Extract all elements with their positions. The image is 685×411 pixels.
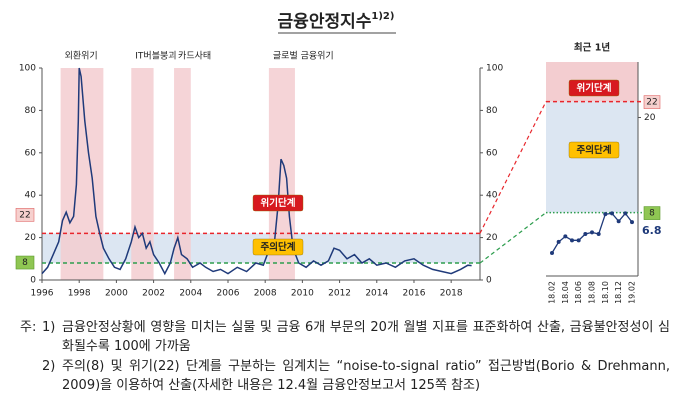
crisis-label: IT버블붕괴 [135,51,176,62]
x-tick-label: 1998 [68,289,91,299]
x-tick-label: 2012 [328,289,351,299]
stage-label: 위기단계 [261,197,296,209]
x-tick-label: 2018 [440,289,463,299]
threshold-connector [479,101,547,234]
y2-tick-label: 100 [486,64,503,74]
threshold-value-box [15,208,35,222]
index-line [41,67,472,276]
y2-tick-label: 80 [486,106,498,116]
x-tick-label: 2008 [254,289,277,299]
point [603,212,608,217]
x-tick-label: 18.12 [614,281,623,304]
x-tick-label: 18.04 [561,281,570,304]
y2-tick-label: 40 [486,191,498,201]
y-tick-label: 20 [644,113,656,123]
point [596,231,601,236]
stage-label: 주의단계 [261,241,296,253]
threshold-value-box [643,206,661,220]
title-text: 금융안정지수 [278,12,372,32]
x-tick-label: 18.08 [588,281,597,304]
threshold-value-label: 22 [19,210,30,220]
x-tick-label: 2010 [291,289,314,299]
y2-tick-label: 0 [486,276,492,286]
inset-title: 최근 1년 [574,42,610,54]
stage-box [568,79,620,97]
x-tick-label: 1996 [31,289,54,299]
note-prefix: 주: [20,320,37,335]
note-marker: 2) [42,359,56,374]
y-tick-label: 20 [25,233,37,243]
threshold-value-label: 22 [646,98,657,108]
x-tick-label: 2002 [142,289,165,299]
threshold-value-box [15,255,35,270]
y-tick-label: 100 [19,64,36,74]
point [550,251,554,256]
note-text: 주의(8) 및 위기(22) 단계를 구분하는 임계치는 “noise-to-s… [62,359,670,393]
y-tick-label: 40 [25,191,37,201]
y2-tick-label: 20 [486,233,498,243]
point [630,220,634,225]
x-tick-label: 2004 [179,289,202,299]
y-tick-label: 0 [30,276,36,286]
chart-title: 금융안정지수1)2) [278,11,395,32]
stage-box [568,141,620,159]
threshold-value-label: 8 [649,209,655,219]
point [616,219,621,224]
threshold-value-box [643,95,661,109]
crisis-label: 글로벌 금융위기 [273,51,334,62]
x-tick-label: 2006 [217,289,240,299]
y2-tick-label: 60 [486,148,498,158]
last-value-label: 6.8 [642,224,662,237]
point [576,238,581,243]
point [590,230,594,235]
note-text: 금융안정상황에 영향을 미치는 실물 및 금융 6개 부문의 20개 월별 지표… [62,320,670,354]
note-marker: 1) [42,320,56,335]
x-tick-label: 18.02 [548,281,557,304]
x-tick-label: 2014 [365,289,388,299]
x-tick-label: 19.02 [628,281,637,304]
x-tick-label: 18.06 [574,281,583,304]
crisis-period [131,68,154,280]
x-tick-label: 18.10 [601,281,610,304]
point [570,238,574,243]
x-tick-label: 2016 [403,289,426,299]
stage-label: 주의단계 [577,144,612,156]
point [610,211,614,216]
crisis-label: 외환위기 [65,50,98,62]
crisis-period [174,68,191,280]
stage-label: 위기단계 [577,82,612,94]
y-tick-label: 60 [25,148,37,158]
x-tick-label: 2000 [105,289,128,299]
crisis-period [60,68,104,280]
point [623,211,628,216]
crisis-label: 카드사태 [178,51,211,62]
y-tick-label: 80 [25,106,37,116]
title-superscript: 1)2) [371,11,394,22]
point [563,234,568,239]
stage-box [252,238,304,256]
point [583,231,588,236]
stage-box [252,194,304,212]
threshold-value-label: 8 [22,258,28,268]
chart: 금융안정지수1)2) 외환위기 IT버블붕괴 카드사태 글로벌 금융위기 0 20 40 60… [15,11,662,304]
point [556,239,561,244]
